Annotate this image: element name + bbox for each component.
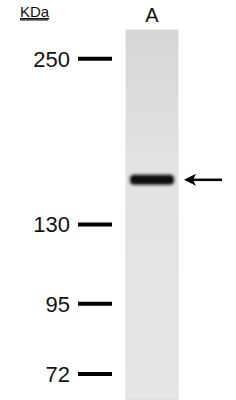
axis-label: KDa bbox=[20, 3, 50, 20]
band bbox=[130, 175, 174, 185]
bands bbox=[130, 175, 174, 185]
figure: KDa 250 130 95 72 A bbox=[0, 0, 236, 400]
tick-label: 72 bbox=[46, 362, 70, 387]
tick-mark bbox=[78, 302, 112, 306]
arrow-shaft bbox=[192, 179, 222, 182]
label-underline bbox=[20, 20, 48, 21]
tick-mark bbox=[78, 57, 112, 61]
arrow-head bbox=[184, 174, 196, 186]
tick-label: 250 bbox=[33, 47, 70, 72]
lane-label: A bbox=[145, 4, 159, 26]
tick-mark bbox=[78, 222, 112, 226]
tick-label: 130 bbox=[33, 212, 70, 237]
gel-lane bbox=[126, 30, 178, 400]
tick-mark bbox=[78, 372, 112, 376]
tick-label: 95 bbox=[46, 292, 70, 317]
